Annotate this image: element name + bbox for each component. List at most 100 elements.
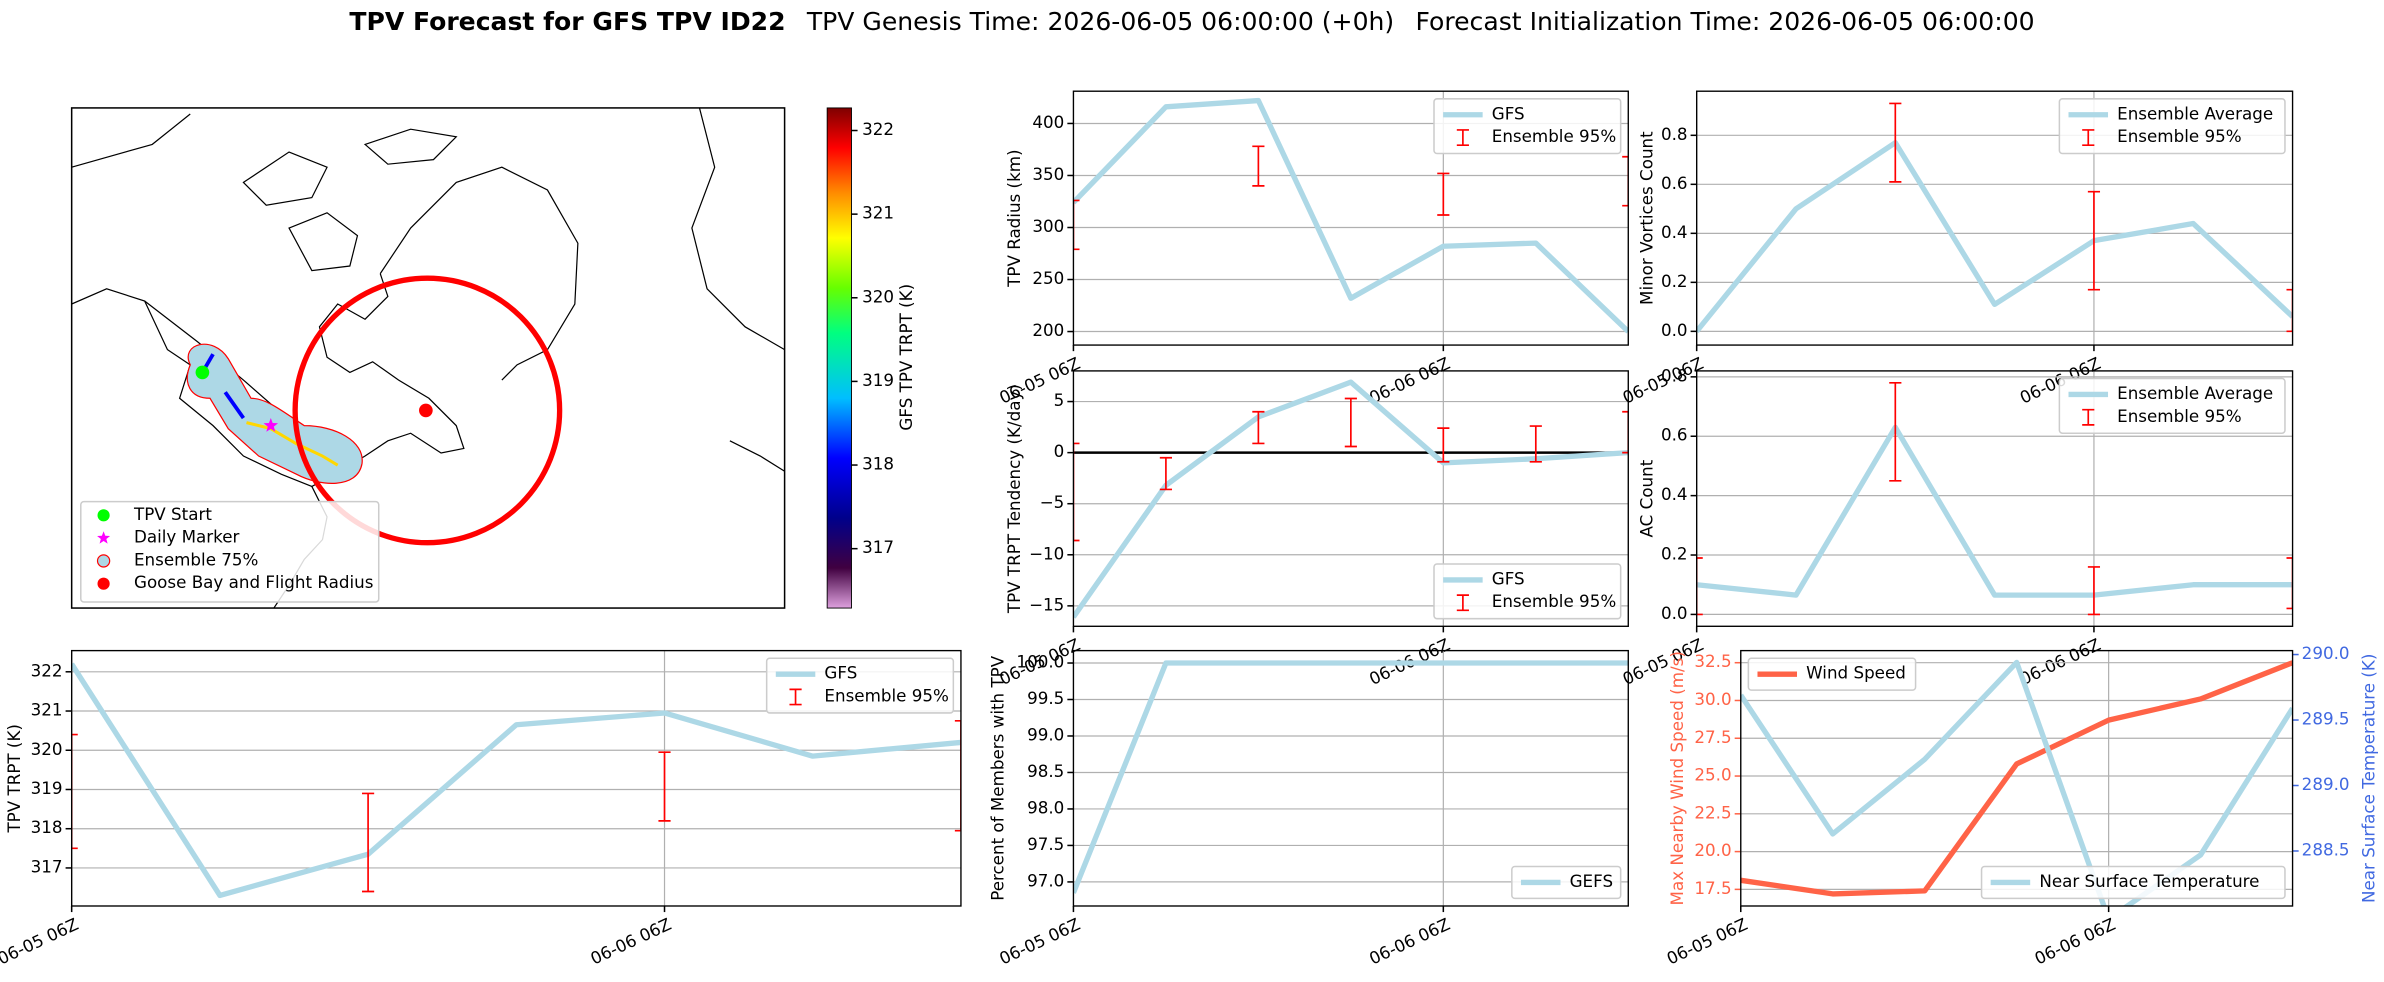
y-tick-label: 322 [31, 660, 63, 680]
y-tick-label: 0 [1054, 441, 1065, 461]
y-tick-label: 98.0 [1027, 797, 1064, 817]
daily-marker [263, 418, 279, 432]
y-tick-label: −10 [1029, 543, 1064, 563]
legend-box [80, 500, 380, 603]
coastline [691, 107, 785, 472]
y-tick-label: −5 [1040, 492, 1065, 512]
error-bar [1344, 397, 1357, 448]
coastline [242, 128, 458, 272]
plot-area [1696, 91, 2293, 346]
x-tick-label: 06-05 06Z [1663, 914, 1750, 969]
error-bar [1252, 410, 1265, 445]
y-tick-label: 97.0 [1027, 870, 1064, 890]
y-tick-label: 318 [31, 817, 63, 837]
legend-swatch [789, 688, 802, 706]
y-tick-label: 100.0 [1016, 652, 1064, 672]
legend-label: Daily Marker [134, 527, 240, 547]
y-tick-label: 250 [1032, 268, 1064, 288]
y-tick-label: 0.6 [1661, 425, 1688, 445]
panel: 97.0 97.5 98.0 98.5 99.0 99.5 100.0 06-05 06Z 06… [987, 649, 1629, 969]
legend-label: Wind Speed [1806, 663, 1906, 683]
y-tick-label: 27.5 [1694, 727, 1731, 747]
track [246, 421, 339, 467]
y2-tick-label: 290.0 [2302, 643, 2350, 663]
legend-box [2058, 98, 2286, 155]
panel: 17.5 20.0 22.5 25.0 27.5 30.0 32.5 288.5 289.0 28… [1663, 643, 2378, 969]
legend-swatch [2082, 408, 2095, 426]
axes-frame [1695, 370, 2294, 627]
tpv-start [195, 365, 210, 380]
error-bar [1529, 425, 1542, 463]
legend-label: Ensemble 95% [1492, 591, 1616, 611]
series-line [1696, 424, 2293, 598]
colorbar-label: GFS TPV TRPT (K) [896, 284, 916, 431]
x-tick-label: 06-05 06Z [996, 914, 1083, 969]
y-axis-label: TPV TRPT (K) [4, 724, 24, 834]
legend-box [1980, 865, 2286, 900]
colorbar [826, 107, 852, 609]
y-axis-label: TPV Radius (km) [1004, 149, 1024, 287]
series-line [71, 662, 961, 899]
series-line [1073, 97, 1629, 334]
y-tick-label: 32.5 [1694, 651, 1731, 671]
legend-marker [96, 554, 111, 568]
y-tick-label: 317 [31, 856, 63, 876]
plot-area [1073, 650, 1629, 906]
y-axis-label: AC Count [1637, 459, 1657, 537]
y-tick-label: −15 [1029, 594, 1064, 614]
y-tick-label: 319 [31, 778, 63, 798]
series-line [1073, 660, 1629, 894]
colorbar-tick-label: 321 [862, 203, 894, 223]
error-bar [1073, 199, 1080, 251]
y-tick-label: 97.5 [1027, 834, 1064, 854]
flight-radius [292, 275, 563, 546]
y-tick-label: 5 [1054, 390, 1065, 410]
y-tick-label: 0.4 [1661, 222, 1688, 242]
track [223, 391, 245, 420]
panel: 317 318 319 320 321 322 06-05 06Z 06-06 06Z TPV … [0, 649, 962, 969]
colorbar-tick-label: 319 [862, 370, 894, 390]
panel: 0.0 0.2 0.4 0.6 0.8 06-05 06Z 06-06 06Z AC Coun… [1619, 365, 2294, 689]
legend-label: GFS [1492, 568, 1525, 588]
legend-label: Goose Bay and Flight Radius [134, 572, 373, 592]
y-tick-label: 320 [31, 739, 63, 759]
goose-bay [419, 403, 433, 418]
colorbar-tick-label: 322 [862, 119, 894, 139]
plot-area [71, 650, 961, 906]
y-tick-label: 20.0 [1694, 840, 1731, 860]
y-tick-label: 400 [1032, 112, 1064, 132]
error-bar [1889, 102, 1902, 183]
error-bar [2087, 190, 2101, 291]
legend-label: GFS [1492, 103, 1525, 123]
y-tick-label: 200 [1032, 320, 1064, 340]
error-bar [1159, 456, 1172, 491]
y2-axis-label: Near Surface Temperature (K) [2359, 654, 2379, 903]
x-tick-label: 06-06 06Z [2031, 914, 2118, 969]
error-bar [1889, 381, 1902, 482]
colorbar-tick-label: 318 [862, 454, 894, 474]
y-tick-label: 321 [31, 700, 63, 720]
figure-title: TPV Forecast for GFS TPV ID22 TPV Genesis… [349, 7, 2034, 36]
axes-frame [1740, 649, 2294, 907]
title: TPV Forecast for GFS TPV ID22 [349, 7, 785, 36]
y-tick-label: 350 [1032, 164, 1064, 184]
y-axis-label: TPV TRPT Tendency (K/day) [1004, 384, 1024, 614]
legend-marker [97, 531, 111, 544]
plot-area [1073, 370, 1629, 627]
error-bar [71, 733, 78, 850]
y-tick-label: 0.0 [1661, 320, 1688, 340]
legend-label: Ensemble 95% [2117, 126, 2241, 146]
plot-area [1696, 370, 2293, 627]
y-axis-label: Percent of Members with TPV [987, 655, 1007, 901]
legend-label: Ensemble 75% [134, 549, 258, 569]
legend-swatch [1456, 594, 1469, 612]
series-line [1696, 140, 2293, 334]
x-tick-label: 06-05 06Z [1619, 634, 1706, 689]
y-tick-label: 99.5 [1027, 688, 1064, 708]
legend-label: Ensemble 95% [2117, 406, 2241, 426]
legend-label: Ensemble 95% [1492, 126, 1616, 146]
y2-tick-label: 289.5 [2302, 709, 2350, 729]
